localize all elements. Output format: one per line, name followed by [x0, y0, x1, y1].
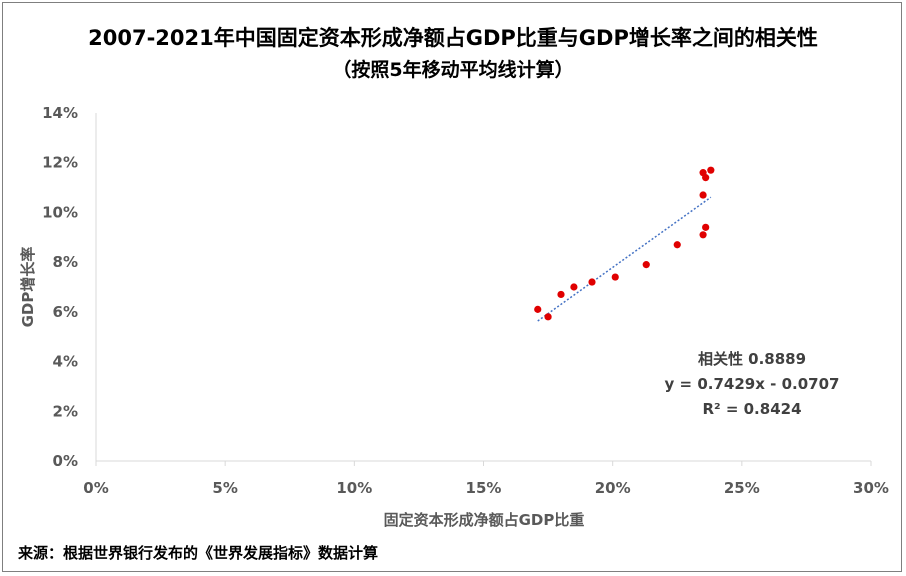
- x-tick-label: 10%: [336, 479, 372, 497]
- x-tick-label: 20%: [595, 479, 631, 497]
- data-point: [544, 313, 552, 321]
- data-points: [534, 166, 715, 321]
- data-point: [534, 305, 542, 313]
- x-axis-title: 固定资本形成净额占GDP比重: [384, 511, 585, 529]
- y-axis-title: GDP增长率: [19, 247, 37, 328]
- tick-labels: 0% 2% 4% 6% 8% 10% 12% 14% 0% 5% 10% 15% 20% 25% 30%: [42, 104, 889, 497]
- data-point: [699, 169, 707, 177]
- y-tick-label: 10%: [42, 203, 78, 221]
- y-tick-label: 14%: [42, 104, 78, 122]
- chart-subtitle: （按照5年移动平均线计算）: [332, 59, 574, 81]
- data-point: [588, 278, 596, 286]
- data-point: [570, 283, 578, 291]
- x-tick-label: 25%: [724, 479, 760, 497]
- trendline: [537, 196, 712, 322]
- correlation-annotation: 相关性 0.8889: [698, 350, 806, 368]
- data-point: [642, 261, 650, 269]
- data-point: [699, 231, 707, 239]
- data-point: [557, 290, 565, 299]
- x-tick-label: 30%: [853, 479, 889, 497]
- x-tick-label: 0%: [83, 479, 108, 497]
- x-tick-label: 5%: [212, 479, 237, 497]
- y-tick-label: 2%: [53, 402, 78, 420]
- y-tick-label: 12%: [42, 154, 78, 172]
- source-note: 来源：根据世界银行发布的《世界发展指标》数据计算: [18, 544, 379, 562]
- r-squared-annotation: R² = 0.8424: [702, 400, 801, 418]
- y-tick-label: 0%: [53, 452, 78, 470]
- data-point: [611, 273, 619, 281]
- x-tick-label: 15%: [466, 479, 502, 497]
- axes: [95, 113, 872, 466]
- data-point: [673, 241, 681, 249]
- y-tick-label: 4%: [53, 353, 78, 371]
- equation-annotation: y = 0.7429x - 0.0707: [665, 375, 840, 393]
- data-point: [707, 166, 715, 174]
- y-tick-label: 8%: [53, 253, 78, 271]
- data-point: [699, 191, 707, 199]
- data-point: [702, 223, 710, 231]
- y-tick-label: 6%: [53, 303, 78, 321]
- chart-title: 2007-2021年中国固定资本形成净额占GDP比重与GDP增长率之间的相关性: [88, 26, 818, 50]
